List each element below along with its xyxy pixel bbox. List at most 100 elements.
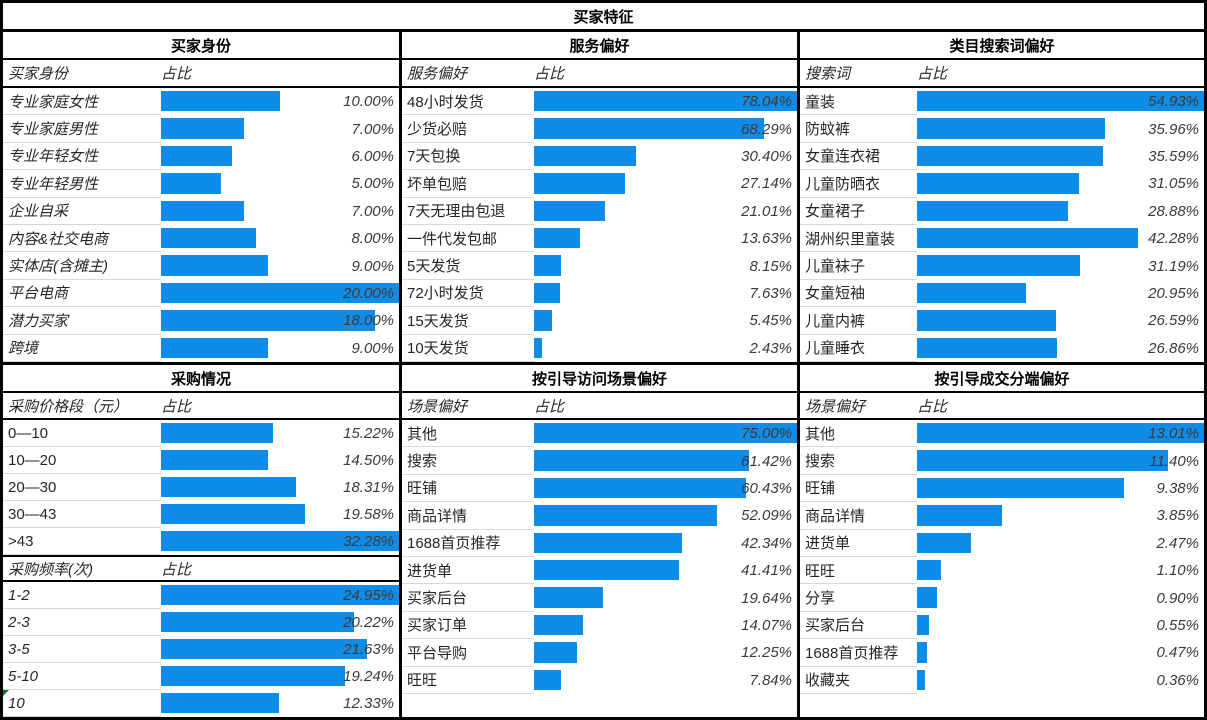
bar-cell: 26.86%	[917, 335, 1204, 362]
row-value: 20.95%	[1148, 284, 1199, 302]
bar-cell: 1.10%	[917, 557, 1204, 584]
table-row: 儿童睡衣 26.86%	[800, 335, 1204, 362]
data-bar	[917, 532, 972, 553]
row-value: 9.38%	[1156, 479, 1199, 497]
bar-cell: 60.43%	[534, 475, 797, 502]
data-bar	[161, 145, 233, 167]
bar-cell: 13.01%	[917, 420, 1204, 447]
row-value: 9.00%	[351, 257, 394, 275]
row-value: 7.00%	[351, 120, 394, 138]
table-row: 其他 75.00%	[402, 420, 797, 448]
data-bar	[917, 505, 1002, 526]
row-value: 26.59%	[1148, 312, 1199, 330]
row-value: 41.41%	[741, 562, 792, 580]
row-label: 女童短袖	[800, 280, 917, 308]
table-row: 搜索 11.40%	[800, 447, 1204, 475]
data-bar	[534, 255, 562, 276]
table-row: 72小时发货 7.63%	[402, 280, 797, 308]
row-label: 儿童内裤	[800, 307, 917, 335]
row-label: 72小时发货	[402, 280, 534, 308]
row-label: 买家后台	[800, 612, 917, 640]
row-value: 8.00%	[351, 230, 394, 248]
bar-cell: 14.07%	[534, 612, 797, 639]
row-label: 5-10	[3, 663, 161, 690]
data-bar	[917, 423, 1204, 444]
bar-cell: 3.85%	[917, 502, 1204, 529]
table-row: 10 12.33%	[3, 690, 399, 717]
bar-cell: 75.00%	[534, 420, 797, 447]
table-row: 5-10 19.24%	[3, 663, 399, 690]
data-bar	[917, 450, 1169, 471]
table-row: 女童连衣裙 35.59%	[800, 143, 1204, 171]
row-value: 3.85%	[1156, 507, 1199, 525]
column-header-share: 占比	[161, 561, 192, 578]
bar-cell: 7.00%	[161, 115, 399, 142]
data-bar	[534, 587, 603, 608]
row-label: 买家订单	[402, 612, 534, 640]
row-label: 企业自采	[3, 198, 161, 225]
row-label: 坏单包赔	[402, 170, 534, 198]
row-value: 42.28%	[1148, 230, 1199, 248]
table-row: 进货单 41.41%	[402, 557, 797, 585]
row-value: 20.00%	[343, 284, 394, 302]
table-row: 儿童防晒衣 31.05%	[800, 170, 1204, 198]
table-row: 湖州织里童装 42.28%	[800, 225, 1204, 253]
row-label: 专业家庭男性	[3, 115, 161, 143]
row-value: 7.63%	[749, 284, 792, 302]
row-label: 10	[3, 690, 161, 717]
row-label: 0—10	[3, 420, 161, 447]
data-bar	[161, 693, 279, 713]
panel-title-guided-visit-scene: 按引导访问场景偏好	[402, 365, 797, 393]
row-label: 专业年轻女性	[3, 143, 161, 171]
row-value: 11.40%	[1149, 452, 1199, 470]
bar-cell: 6.00%	[161, 143, 399, 170]
bar-cell: 9.38%	[917, 475, 1204, 502]
data-bar	[917, 310, 1056, 331]
data-bar	[161, 531, 399, 551]
row-label: 进货单	[800, 530, 917, 557]
bar-cell: 0.47%	[917, 639, 1204, 666]
bar-cell: 9.00%	[161, 252, 399, 279]
bar-cell: 27.14%	[534, 170, 797, 197]
bar-cell: 5.00%	[161, 170, 399, 197]
table-row: 女童裙子 28.88%	[800, 198, 1204, 225]
row-label: 儿童防晒衣	[800, 170, 917, 198]
panel-guided-deal-terminal: 按引导成交分端偏好 场景偏好 占比 其他 13.01% 搜索 11.40% 旺铺 9.38…	[800, 365, 1204, 717]
bar-cell: 18.31%	[161, 474, 399, 501]
row-value: 24.95%	[343, 587, 394, 604]
row-value: 19.64%	[741, 589, 792, 607]
table-row: 10天发货 2.43%	[402, 335, 797, 362]
table-row: 1688首页推荐 0.47%	[800, 639, 1204, 667]
data-bar	[534, 227, 580, 249]
bar-cell: 12.25%	[534, 639, 797, 666]
bar-cell: 24.95%	[161, 582, 399, 609]
row-label: 收藏夹	[800, 667, 917, 694]
row-label: 内容&社交电商	[3, 225, 161, 253]
bar-cell: 41.41%	[534, 557, 797, 584]
column-header-label: 采购频率(次)	[8, 561, 93, 578]
row-label: 10—20	[3, 447, 161, 474]
row-label: 专业家庭女性	[3, 88, 161, 116]
panel-service-preference: 服务偏好 服务偏好 占比 48小时发货 78.04% 少货必赔 68.29% 7天包换 3…	[402, 32, 797, 365]
row-label: 儿童袜子	[800, 252, 917, 280]
row-value: 30.40%	[741, 147, 792, 165]
data-bar	[534, 91, 797, 112]
panel-buyer-identity: 买家身份 买家身份 占比 专业家庭女性 10.00% 专业家庭男性 7.00% 专业年轻…	[3, 32, 399, 365]
bar-cell: 35.96%	[917, 115, 1204, 142]
column-headers-search-terms: 搜索词 占比	[800, 60, 1204, 88]
data-bar	[917, 337, 1058, 358]
data-bar	[161, 504, 306, 524]
data-bar	[534, 282, 560, 304]
table-row: 商品详情 3.85%	[800, 502, 1204, 530]
row-label: 1-2	[3, 582, 161, 609]
row-label: 其他	[402, 420, 534, 448]
column-header-share: 占比	[534, 398, 565, 415]
bar-cell: 31.05%	[917, 170, 1204, 197]
row-value: 21.01%	[741, 202, 792, 220]
row-value: 60.43%	[741, 479, 792, 497]
row-value: 21.63%	[343, 641, 394, 658]
data-bar	[534, 310, 553, 331]
row-value: 61.42%	[741, 452, 792, 470]
row-value: 14.50%	[343, 452, 394, 469]
